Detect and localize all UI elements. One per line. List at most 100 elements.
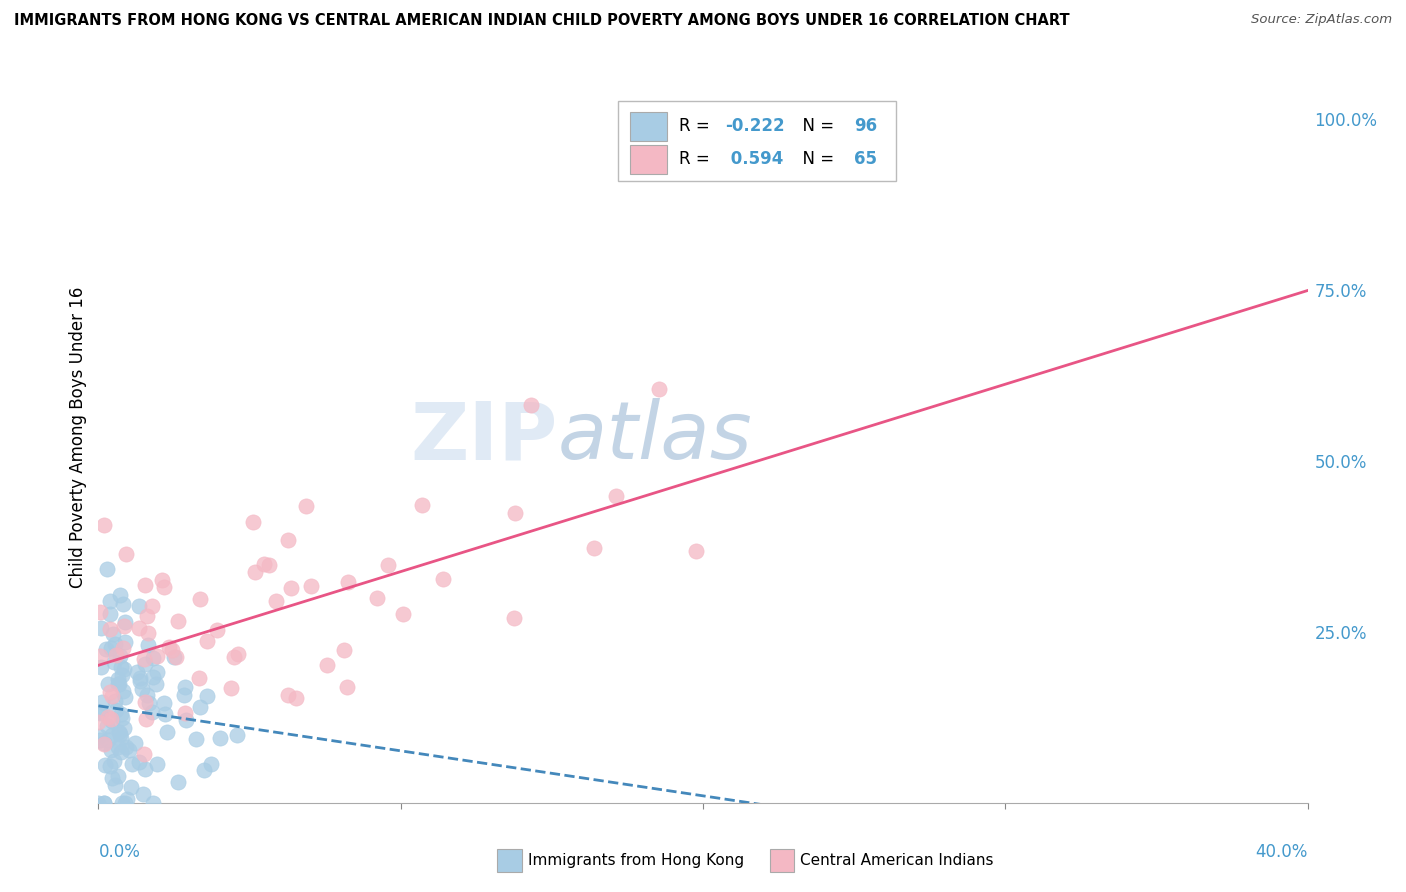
Point (110, 796, 132, 810)
Point (128, 755, 150, 769)
Point (121, 757, 143, 772)
Point (96, 562, 118, 576)
Text: 0.594: 0.594 (724, 150, 783, 168)
Text: Source: ZipAtlas.com: Source: ZipAtlas.com (1251, 13, 1392, 27)
Point (93, 736, 115, 750)
Point (648, 382, 671, 396)
Text: -0.222: -0.222 (724, 117, 785, 136)
Point (118, 743, 141, 757)
Point (138, 696, 160, 710)
Point (153, 696, 176, 710)
Point (103, 754, 125, 768)
Point (90, 660, 112, 674)
Text: R =: R = (679, 117, 714, 136)
Y-axis label: Child Poverty Among Boys Under 16: Child Poverty Among Boys Under 16 (69, 286, 87, 588)
Point (115, 739, 138, 754)
Point (225, 728, 247, 742)
Point (333, 643, 356, 657)
Text: 96: 96 (855, 117, 877, 136)
Point (132, 747, 155, 762)
Point (110, 707, 132, 722)
Text: N =: N = (793, 117, 839, 136)
Point (136, 639, 159, 653)
Point (165, 650, 187, 665)
Point (89, 649, 111, 664)
FancyBboxPatch shape (769, 849, 794, 872)
Point (94, 758, 117, 772)
Point (136, 626, 159, 640)
FancyBboxPatch shape (630, 112, 666, 141)
Point (104, 637, 127, 651)
Point (110, 659, 132, 673)
Point (101, 714, 124, 728)
Point (111, 668, 134, 682)
Point (132, 788, 155, 802)
Point (193, 763, 215, 777)
Point (110, 731, 132, 745)
Text: 65: 65 (855, 150, 877, 168)
Point (277, 533, 299, 547)
Point (391, 607, 413, 622)
Point (114, 634, 136, 648)
Point (264, 594, 287, 608)
Point (97, 677, 120, 691)
Point (110, 726, 132, 740)
Point (87, 714, 110, 729)
Point (114, 615, 136, 630)
Point (101, 627, 124, 641)
Text: Central American Indians: Central American Indians (800, 853, 993, 868)
Point (166, 614, 188, 628)
Point (98, 759, 121, 773)
Point (152, 580, 174, 594)
Point (188, 592, 211, 607)
Text: ZIP: ZIP (411, 398, 558, 476)
Point (520, 398, 543, 412)
Point (150, 574, 173, 588)
Point (104, 648, 127, 663)
Point (134, 657, 156, 672)
Point (90, 705, 112, 719)
Point (90, 695, 112, 709)
Point (96, 719, 118, 733)
Point (155, 706, 177, 721)
Point (100, 712, 122, 726)
Point (146, 756, 169, 771)
Point (142, 651, 165, 665)
FancyBboxPatch shape (619, 101, 897, 181)
Point (90, 621, 112, 635)
Point (107, 769, 129, 783)
Point (94, 641, 117, 656)
Point (377, 558, 399, 572)
Text: R =: R = (679, 150, 714, 168)
Point (107, 677, 129, 691)
Point (101, 728, 124, 742)
Point (128, 671, 150, 685)
Point (411, 498, 433, 512)
Point (219, 681, 242, 695)
Point (98, 685, 121, 699)
Point (243, 566, 266, 580)
Point (366, 591, 388, 606)
Point (93, 796, 115, 810)
Point (100, 689, 122, 703)
Point (141, 796, 163, 810)
Point (173, 688, 195, 702)
Point (114, 690, 136, 705)
Point (107, 740, 129, 755)
Point (135, 712, 157, 726)
Point (134, 762, 156, 776)
Point (132, 651, 155, 665)
Point (135, 609, 157, 624)
Point (136, 688, 159, 702)
Point (114, 619, 136, 633)
Point (195, 690, 218, 704)
Point (184, 732, 207, 747)
Point (299, 579, 322, 593)
Point (582, 541, 605, 555)
Point (107, 672, 129, 686)
Point (131, 681, 153, 696)
Point (146, 648, 169, 663)
Point (114, 547, 136, 561)
Point (111, 598, 134, 612)
Point (89, 729, 111, 743)
